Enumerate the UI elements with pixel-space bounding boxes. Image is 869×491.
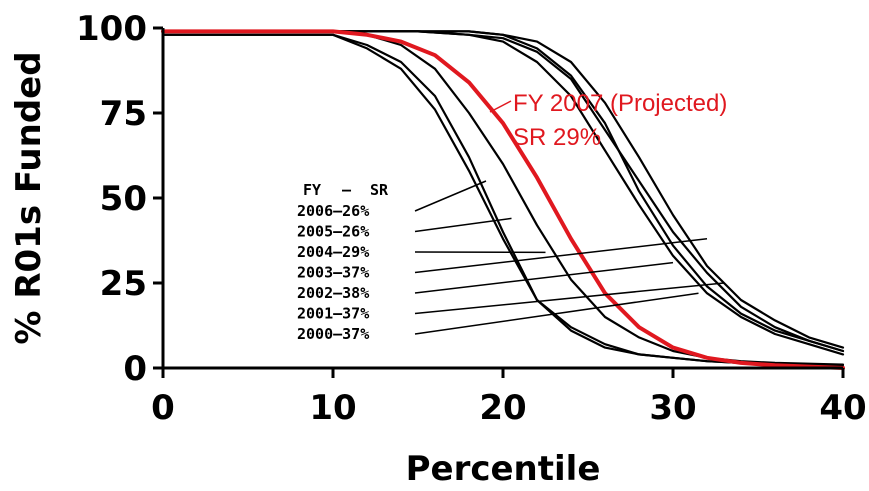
series-line-2003: [161, 30, 845, 353]
projected-label: FY 2007 (Projected): [513, 90, 727, 117]
legend-entry-2001: 2001–37%: [297, 305, 369, 323]
legend-leader-2006: [414, 180, 487, 212]
legend-header-sr: SR: [370, 181, 389, 199]
series-line-2005: [161, 33, 845, 368]
y-tick-label-100: 100: [76, 9, 147, 49]
series-line-projected: [161, 29, 845, 370]
projected-sr-label: SR 29%: [513, 124, 601, 151]
legend: FY – SR 2006–26% 2005–26% 2004–29% 2003–37%…: [297, 180, 725, 343]
legend-entry-2006: 2006–26%: [297, 202, 369, 220]
legend-leader-2000: [414, 292, 699, 335]
x-tick-label-40: 40: [819, 388, 866, 428]
legend-leader-2001: [414, 282, 725, 315]
y-axis-title: % R01s Funded: [9, 51, 49, 344]
legend-leader-2003: [414, 238, 708, 274]
x-tick-label-0: 0: [151, 388, 175, 428]
legend-entry-2002: 2002–38%: [297, 284, 369, 302]
y-tick-label-0: 0: [123, 349, 147, 389]
series-layer: [161, 29, 845, 370]
x-tick-label-20: 20: [479, 388, 526, 428]
y-tick-label-50: 50: [100, 179, 147, 219]
x-tick-label-10: 10: [309, 388, 356, 428]
series-line-2002: [161, 30, 845, 349]
legend-entry-2004: 2004–29%: [297, 243, 369, 261]
ticks-layer: 0 10 20 30 40 0 25 50 75 100: [76, 9, 867, 428]
annotation: FY 2007 (Projected) SR 29%: [489, 90, 727, 151]
series-line-2001: [161, 30, 845, 353]
y-tick-label-75: 75: [100, 94, 147, 134]
legend-leader-2005: [414, 217, 512, 233]
x-tick-label-30: 30: [649, 388, 696, 428]
series-line-2000: [161, 30, 845, 356]
y-tick-label-25: 25: [100, 264, 147, 304]
legend-entry-2000: 2000–37%: [297, 325, 369, 343]
legend-header-fy: FY: [303, 181, 321, 199]
legend-entry-2005: 2005–26%: [297, 223, 369, 241]
legend-leader-2002: [414, 261, 674, 294]
legend-header-dash: –: [342, 181, 352, 199]
x-axis-title: Percentile: [406, 449, 601, 489]
legend-entry-2003: 2003–37%: [297, 264, 369, 282]
projected-pointer: [489, 100, 512, 113]
